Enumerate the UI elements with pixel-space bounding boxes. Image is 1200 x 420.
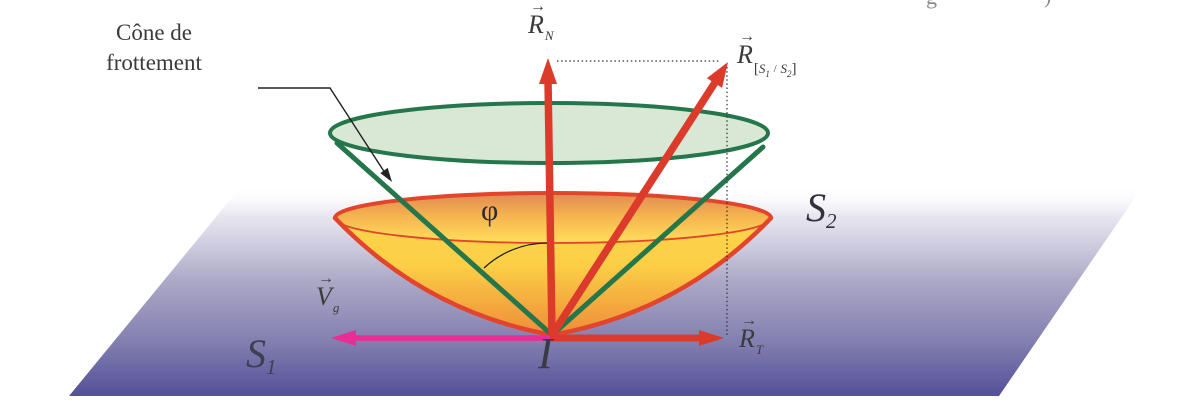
bracket-close: ] xyxy=(791,61,797,77)
sub-s1: S xyxy=(758,61,766,76)
resultant-arrowhead xyxy=(706,62,728,88)
label-subscript: T xyxy=(755,342,764,357)
tangential-reaction-arrow xyxy=(550,330,724,346)
label-surface-2: S2 xyxy=(806,184,837,233)
label-subscript: g xyxy=(332,300,340,315)
label-resultant-reaction: → R[S1 / S2] xyxy=(737,28,796,79)
sub-s1-index: 1 xyxy=(765,69,770,79)
friction-angle-arc xyxy=(483,242,548,269)
sub-s2-index: 2 xyxy=(786,69,792,79)
leader-arrowhead xyxy=(380,167,392,182)
label-friction-angle: φ xyxy=(481,194,499,227)
contact-cone-right-edge xyxy=(549,215,774,338)
label-letter: R xyxy=(737,40,753,69)
label-contact-point: I xyxy=(538,329,553,378)
label-surface-1: S1 xyxy=(246,330,277,379)
velocity-arrowhead xyxy=(331,330,356,346)
label-letter: S xyxy=(806,185,826,230)
sub-s2: S xyxy=(780,61,787,76)
label-tangential-reaction: → RT xyxy=(739,312,764,357)
sub-slash: / xyxy=(773,63,777,75)
caption-line1: Cône de xyxy=(115,20,192,45)
cropped-text-fragment: ) xyxy=(1044,0,1051,9)
label-letter: S xyxy=(246,331,266,376)
vector-arrow-icon: → xyxy=(530,0,546,15)
label-normal-reaction: → RN xyxy=(528,0,554,43)
friction-cone-caption: Cône de frottement xyxy=(86,18,222,79)
bracket-open: [ xyxy=(753,61,759,77)
vector-arrow-icon: → xyxy=(741,312,757,329)
caption-line2: frottement xyxy=(106,50,202,76)
friction-cone-left-edge xyxy=(334,140,555,338)
label-letter: V xyxy=(316,282,332,311)
label-subscript: 1 xyxy=(266,355,277,379)
normal-arrowhead xyxy=(539,58,557,84)
label-subscript: 2 xyxy=(826,209,837,233)
label-letter: R xyxy=(528,10,544,39)
cropped-text-fragment: g xyxy=(926,0,937,10)
label-letter: R xyxy=(739,324,755,353)
sliding-velocity-arrow xyxy=(331,330,550,346)
vector-arrow-icon: → xyxy=(739,28,755,45)
resultant-reaction-arrow xyxy=(548,62,728,338)
annotation-leader-arrow xyxy=(258,87,392,182)
friction-cone-right-edge xyxy=(549,144,766,338)
label-sliding-velocity: → Vg xyxy=(316,270,340,315)
projection-dotted-lines xyxy=(557,60,728,335)
normal-reaction-arrow xyxy=(539,58,557,336)
vector-arrow-icon: → xyxy=(318,270,334,287)
contact-cone-left-edge xyxy=(332,215,555,338)
label-subscript: [S1 / S2] xyxy=(753,61,797,79)
label-subscript: N xyxy=(544,28,554,43)
tangential-arrowhead xyxy=(699,330,724,346)
